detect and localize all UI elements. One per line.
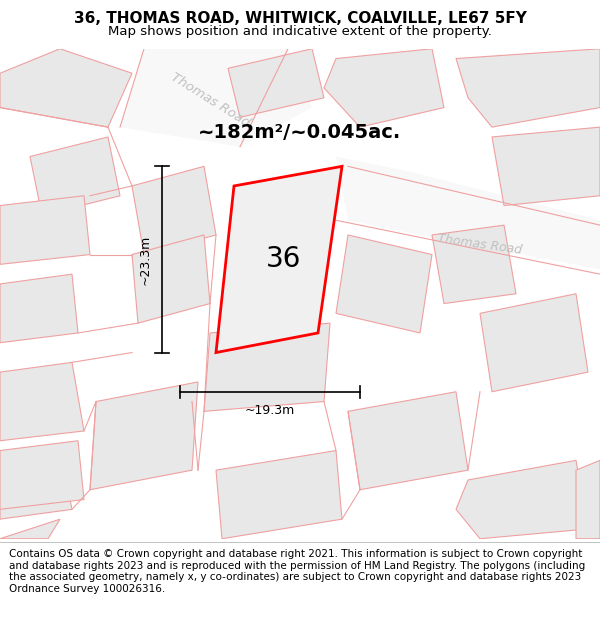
Polygon shape: [90, 382, 198, 490]
Polygon shape: [576, 461, 600, 539]
Polygon shape: [0, 362, 84, 441]
Polygon shape: [336, 156, 600, 269]
Text: ~182m²/~0.045ac.: ~182m²/~0.045ac.: [198, 122, 401, 141]
Polygon shape: [120, 49, 312, 147]
Polygon shape: [336, 235, 432, 333]
Text: 36, THOMAS ROAD, WHITWICK, COALVILLE, LE67 5FY: 36, THOMAS ROAD, WHITWICK, COALVILLE, LE…: [74, 11, 526, 26]
Polygon shape: [348, 392, 468, 490]
Polygon shape: [0, 441, 84, 509]
Text: Contains OS data © Crown copyright and database right 2021. This information is : Contains OS data © Crown copyright and d…: [9, 549, 585, 594]
Polygon shape: [0, 451, 72, 519]
Polygon shape: [216, 451, 342, 539]
Polygon shape: [216, 166, 342, 352]
Text: ~19.3m: ~19.3m: [245, 404, 295, 417]
Polygon shape: [0, 196, 90, 264]
Polygon shape: [456, 461, 588, 539]
Polygon shape: [0, 49, 132, 127]
Text: ~23.3m: ~23.3m: [138, 234, 151, 284]
Polygon shape: [432, 225, 516, 304]
Polygon shape: [0, 519, 60, 539]
Polygon shape: [132, 235, 210, 323]
Polygon shape: [324, 49, 444, 127]
Text: 36: 36: [266, 246, 301, 274]
Polygon shape: [492, 127, 600, 206]
Polygon shape: [480, 294, 588, 392]
Polygon shape: [132, 166, 216, 254]
Text: Thomas Road: Thomas Road: [168, 71, 252, 130]
Text: Thomas Road: Thomas Road: [437, 232, 523, 257]
Polygon shape: [228, 49, 324, 118]
Polygon shape: [30, 137, 120, 216]
Polygon shape: [204, 323, 330, 411]
Polygon shape: [0, 274, 78, 342]
Polygon shape: [456, 49, 600, 127]
Text: Map shows position and indicative extent of the property.: Map shows position and indicative extent…: [108, 25, 492, 38]
